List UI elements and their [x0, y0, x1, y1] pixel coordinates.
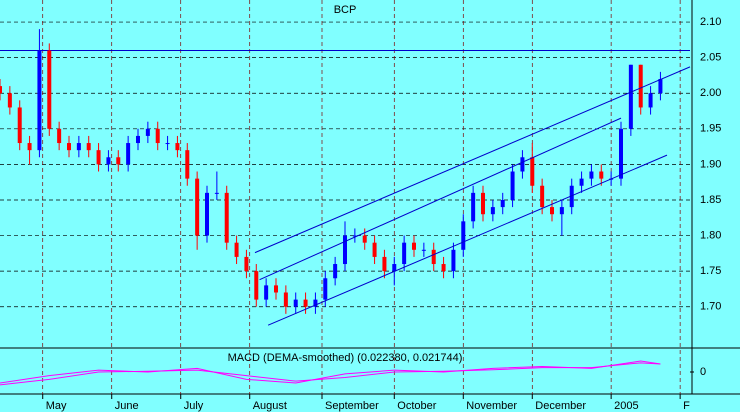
y-tick-label: 2.00 — [700, 87, 721, 99]
candle-body — [214, 192, 219, 194]
candle-body — [116, 157, 121, 165]
candle-body — [451, 249, 456, 272]
candle-body — [224, 192, 229, 243]
candle-body — [599, 171, 604, 179]
candle-body — [559, 207, 564, 215]
x-tick-label: December — [535, 400, 586, 412]
x-tick-label: May — [46, 400, 67, 412]
x-tick-label: November — [466, 400, 517, 412]
candle-body — [254, 271, 259, 300]
candle-body — [27, 143, 32, 151]
candle-body — [392, 264, 397, 272]
candle-body — [96, 150, 101, 165]
x-tick-label: June — [115, 400, 139, 412]
candle-body — [57, 128, 62, 144]
candle-body — [86, 143, 91, 151]
candle-body — [619, 128, 623, 179]
candle-body — [0, 86, 2, 94]
candle-body — [352, 235, 357, 237]
candle-body — [313, 299, 318, 307]
y-tick-label: 2.10 — [700, 16, 721, 28]
candle-body — [658, 78, 663, 94]
candle-body — [510, 171, 515, 200]
x-tick-label: August — [253, 400, 287, 412]
candle-body — [165, 143, 170, 145]
candle-body — [589, 171, 594, 179]
candle-body — [155, 128, 160, 144]
candle-body — [323, 278, 328, 300]
macd-label: MACD (DEMA-smoothed) (0.022380, 0.021744… — [228, 352, 463, 364]
candle-body — [461, 221, 466, 250]
y-tick-label: 1.75 — [700, 265, 721, 277]
candle-body — [441, 264, 446, 272]
candle-body — [175, 143, 180, 151]
candle-body — [550, 207, 554, 215]
candle-body — [481, 192, 485, 215]
candle-body — [303, 299, 308, 307]
candle-body — [126, 143, 131, 165]
candle-body — [145, 128, 150, 136]
candle-body — [264, 285, 269, 300]
x-tick-label: September — [325, 400, 379, 412]
y-tick-label: 2.05 — [700, 52, 721, 64]
candle-body — [500, 199, 505, 208]
trend-line — [259, 117, 622, 281]
chart-title: BCP — [334, 4, 357, 16]
y-tick-label: 1.70 — [700, 301, 721, 313]
candle-body — [283, 292, 288, 307]
candle-body — [76, 143, 81, 151]
y-tick-label: 1.85 — [700, 194, 721, 206]
macd-line — [0, 362, 661, 386]
y-tick-label: 1.90 — [700, 158, 721, 170]
candle-body — [106, 157, 111, 165]
candle-body — [520, 157, 525, 172]
candle-body — [195, 178, 200, 236]
candle-body — [185, 150, 190, 179]
x-tick-label: October — [397, 400, 436, 412]
candle-body — [343, 235, 347, 265]
y-tick-label: 1.80 — [700, 229, 721, 241]
macd-tick-label: 0 — [700, 366, 706, 378]
candle-body — [569, 185, 574, 208]
candle-body — [47, 50, 52, 129]
trend-line — [254, 66, 691, 254]
candle-body — [136, 135, 140, 144]
candle-body — [412, 242, 416, 250]
candle-body — [648, 93, 653, 108]
candle-body — [274, 285, 278, 293]
candle-body — [7, 93, 12, 108]
candle-body — [67, 143, 71, 151]
x-tick-label: F — [683, 400, 690, 412]
candle-body — [293, 299, 298, 307]
candle-body — [402, 242, 407, 265]
candle-body — [421, 249, 426, 251]
candle-body — [638, 64, 643, 108]
x-tick-label: July — [184, 400, 204, 412]
candle-body — [490, 207, 495, 215]
candle-body — [17, 107, 22, 144]
candle-body — [372, 242, 377, 257]
trend-line — [267, 154, 668, 326]
candle-body — [431, 249, 436, 265]
candle-body — [579, 178, 584, 186]
candle-body — [37, 50, 42, 151]
candle-body — [530, 157, 535, 186]
candle-body — [471, 192, 476, 222]
candle-body — [333, 264, 338, 279]
candle-body — [362, 235, 367, 243]
candle-body — [205, 192, 209, 236]
y-tick-label: 1.95 — [700, 123, 721, 135]
candle-body — [540, 185, 545, 208]
candle-body — [382, 256, 387, 272]
candle-body — [628, 64, 633, 129]
candle-body — [234, 242, 239, 257]
x-tick-label: 2005 — [614, 400, 638, 412]
candle-body — [244, 256, 249, 272]
